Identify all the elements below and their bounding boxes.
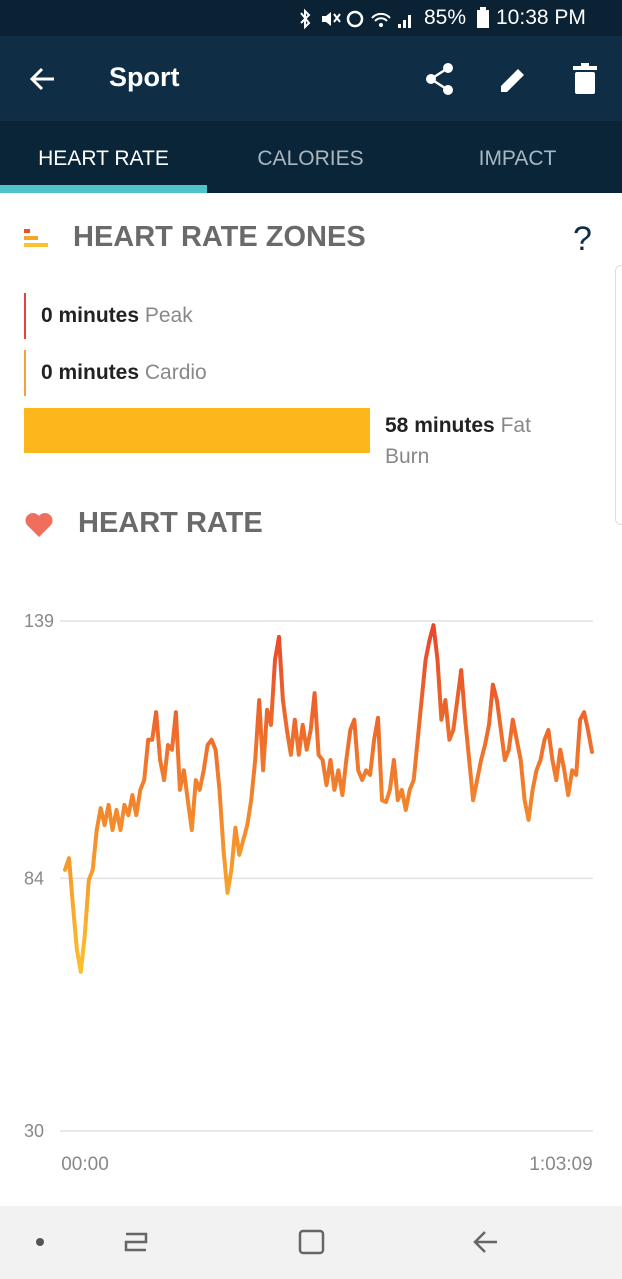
help-button[interactable]: ? (573, 220, 592, 258)
share-button[interactable] (424, 62, 456, 96)
zone-name: Fat Burn (385, 414, 531, 468)
scroll-indicator (615, 265, 622, 525)
heart-rate-line (63, 623, 594, 974)
app-bar: Sport (0, 36, 622, 121)
zones-icon (24, 229, 48, 247)
battery-text: 85% (424, 6, 467, 29)
y-tick-label: 30 (24, 1121, 44, 1141)
x-tick-label: 1:03:09 (529, 1154, 592, 1175)
clock: 10:38 PM (496, 6, 586, 29)
zone-amount: 0 minutes (41, 361, 140, 384)
zone-label: 0 minutes Cardio (41, 361, 207, 385)
y-tick-label: 139 (24, 611, 54, 631)
tab[interactable]: IMPACT (478, 147, 557, 170)
app-title: Sport (109, 62, 180, 92)
zone-line (24, 350, 26, 396)
zone-name: Peak (144, 304, 193, 327)
back-button[interactable] (28, 65, 56, 93)
tab-indicator (0, 185, 207, 193)
x-tick-label: 00:00 (61, 1154, 109, 1175)
zone-line (24, 293, 26, 339)
heart-rate-chart: 30 84 139 00:00 1:03:09 (24, 611, 594, 1175)
recents-button[interactable] (124, 1232, 148, 1252)
heart-icon (25, 513, 53, 537)
battery-icon (477, 7, 489, 28)
back-nav-button[interactable] (473, 1231, 497, 1253)
zone-amount: 58 minutes (385, 414, 495, 437)
tab-active[interactable]: HEART RATE (38, 147, 169, 170)
home-button[interactable] (298, 1229, 325, 1255)
status-icons (300, 8, 411, 30)
nav-bar (0, 1206, 622, 1279)
status-bar: 85% 10:38 PM (0, 0, 622, 36)
y-tick-label: 84 (24, 868, 44, 888)
zones-title: HEART RATE ZONES (73, 221, 366, 253)
tab-bar: HEART RATE CALORIES IMPACT (0, 121, 622, 193)
nav-icons (36, 1229, 497, 1255)
delete-button[interactable] (572, 63, 598, 95)
nav-dot[interactable] (36, 1238, 44, 1246)
zone-label: 0 minutes Peak (41, 304, 193, 328)
tab[interactable]: CALORIES (257, 147, 364, 170)
zone-name: Cardio (144, 361, 207, 384)
zone-amount: 0 minutes (41, 304, 140, 327)
edit-button[interactable] (497, 64, 529, 96)
zone-bar (24, 408, 370, 453)
zone-label: 58 minutes Fat Burn (385, 410, 575, 472)
chart-title: HEART RATE (78, 507, 263, 539)
